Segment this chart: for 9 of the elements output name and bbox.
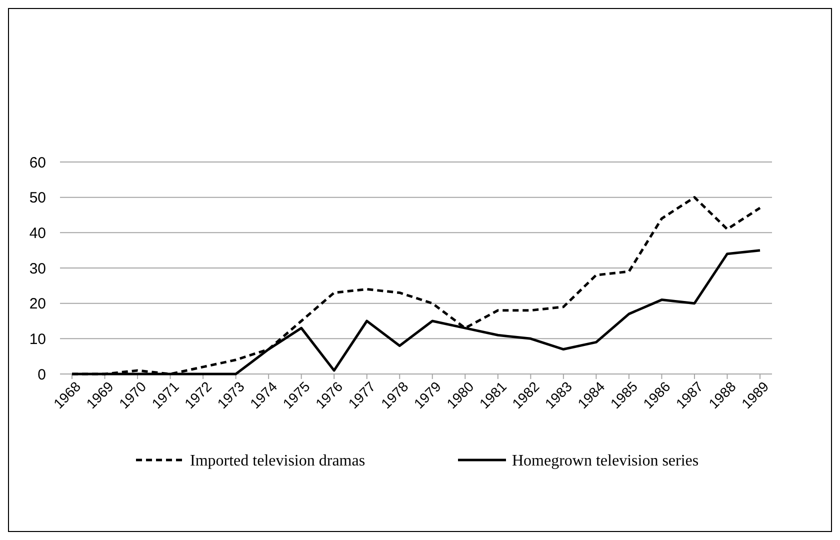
y-tick-label: 20 (29, 296, 46, 313)
y-tick-label: 40 (29, 224, 46, 242)
y-tick-label: 10 (29, 330, 46, 348)
y-tick-label: 0 (38, 366, 46, 384)
y-tick-label: 30 (29, 260, 46, 278)
y-tick-label: 50 (29, 190, 46, 207)
legend-label: Imported television dramas (190, 452, 366, 470)
y-tick-label: 60 (29, 154, 46, 172)
legend-label: Homegrown television series (512, 452, 699, 470)
